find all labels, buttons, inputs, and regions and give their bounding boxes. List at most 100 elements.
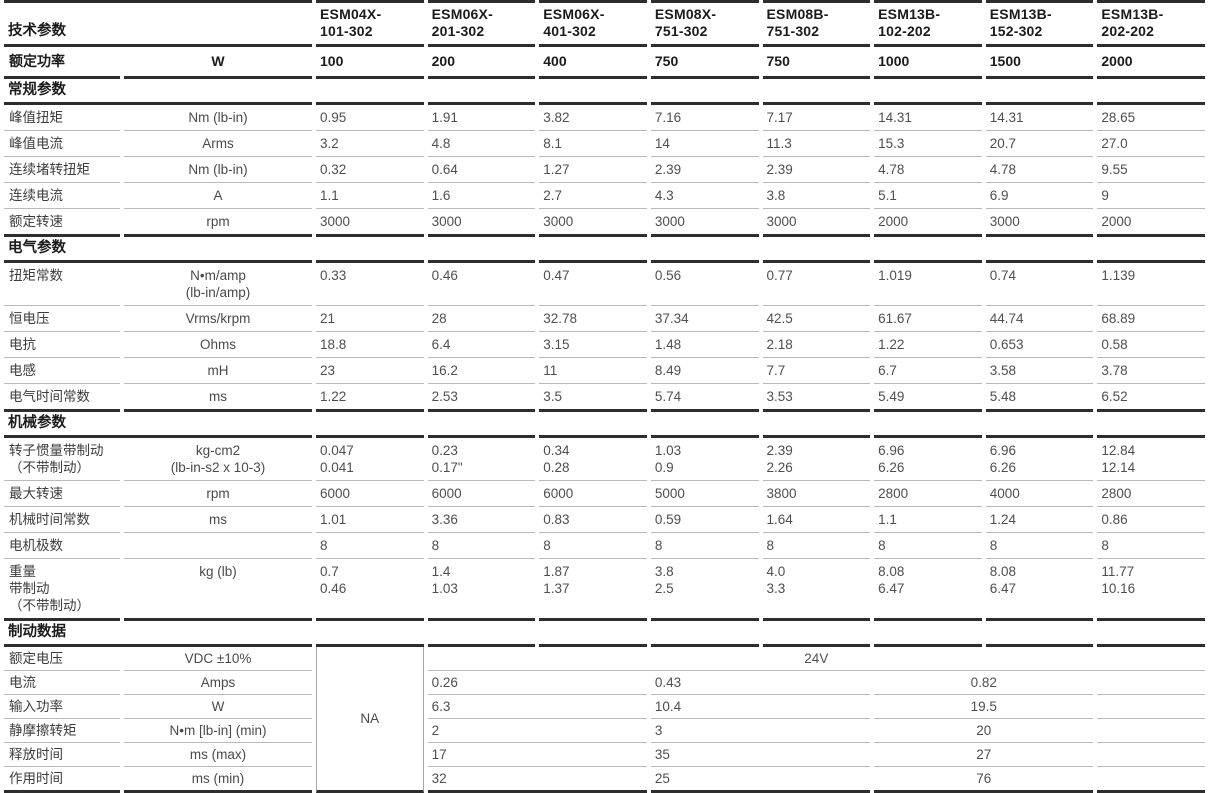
cell-text-line: 0.46 (320, 581, 347, 596)
cell-value: 8 (650, 533, 759, 559)
section-header-spacer (650, 621, 759, 647)
cell-text-line: Vrms/krpm (185, 311, 251, 326)
cell-value: 1.87 1.37 (539, 559, 647, 621)
cell-text-line: ESM04X- (320, 6, 382, 22)
section-header-spacer (762, 412, 871, 438)
brake-cell-value: 0.43 (650, 671, 871, 695)
row-unit: W (124, 47, 312, 79)
cell-value: 1.6 (427, 183, 536, 209)
cell-text-line: 102-202 (878, 23, 931, 39)
cell-text-line: 4.0 (766, 564, 786, 579)
cell-text-line: 0.28 (543, 460, 570, 475)
section-title: 机械参数 (4, 412, 312, 438)
brake-cell-value: 2 (427, 719, 647, 743)
cell-value: 1.64 (762, 507, 871, 533)
cell-value: 11.3 (762, 131, 871, 157)
model-header-row: 技术参数 ESM04X- 101-302 ESM06X- 201-302 ESM06X- 4… (4, 0, 1205, 47)
cell-value: 3.58 (985, 358, 1094, 384)
row-unit: N•m [lb-in] (min) (124, 719, 312, 743)
cell-value: 0.86 (1097, 507, 1205, 533)
cell-value: 3.5 (539, 384, 647, 412)
table-row: 连续电流 A 1.1 1.6 2.7 4.3 3.8 5.1 6.9 9 (4, 183, 1205, 209)
cell-value: 5.49 (874, 384, 982, 412)
row-label: 作用时间 (4, 767, 120, 793)
cell-value: 44.74 (985, 306, 1094, 332)
cell-value: 11.77 10.16 (1097, 559, 1205, 621)
cell-text-line: 6.47 (878, 581, 905, 596)
cell-value: 1.91 (427, 105, 536, 131)
cell-value: 4.78 (985, 157, 1094, 183)
cell-value: 2.39 2.26 (762, 438, 871, 481)
model-header: ESM13B- 152-302 (985, 0, 1094, 47)
row-unit: ms (min) (124, 767, 312, 793)
cell-value: 3000 (316, 209, 424, 237)
row-unit: Vrms/krpm (124, 306, 312, 332)
cell-value: 0.95 (316, 105, 424, 131)
brake-voltage-value: 24V (427, 647, 1205, 671)
cell-text-line: 201-302 (431, 23, 485, 39)
cell-text-line: kg (lb) (199, 564, 237, 579)
cell-text-line: 0.7 (320, 564, 339, 579)
cell-value: 0.74 (985, 263, 1094, 306)
cell-value: 6.52 (1097, 384, 1205, 412)
cell-value: 4.8 (427, 131, 536, 157)
section-header-spacer (650, 79, 759, 105)
row-label: 电感 (4, 358, 120, 384)
cell-value: 9 (1097, 183, 1205, 209)
brake-cell-value: 10.4 (650, 695, 871, 719)
section-header-spacer (874, 621, 982, 647)
cell-value: 21 (316, 306, 424, 332)
table-row: 重量 带制动 （不带制动） kg (lb) 0.7 0.46 1.4 1.03 1.87 1.37… (4, 559, 1205, 621)
cell-value: 4.3 (650, 183, 759, 209)
row-label: 额定电压 (4, 647, 120, 671)
cell-value: 2800 (874, 481, 982, 507)
cell-text-line: 2.5 (654, 581, 674, 596)
section-header-spacer (427, 621, 536, 647)
cell-text-line: Nm (lb-in) (188, 110, 248, 125)
cell-value: 7.17 (762, 105, 871, 131)
cell-text-line: 恒电压 (9, 311, 50, 326)
row-label: 静摩擦转矩 (4, 719, 120, 743)
brake-empty-cell (1097, 719, 1205, 743)
cell-text-line: 0.17" (431, 460, 463, 475)
cell-value: 3.36 (427, 507, 536, 533)
cell-value: 16.2 (427, 358, 536, 384)
cell-value: 0.34 0.28 (539, 438, 647, 481)
cell-value: 400 (539, 47, 647, 79)
section-header-spacer (539, 621, 647, 647)
table-row: 最大转速 rpm 6000 6000 6000 5000 3800 2800 4000 2800 (4, 481, 1205, 507)
section-header-spacer (427, 79, 536, 105)
cell-text-line: ESM08B- (766, 6, 829, 22)
cell-value: 200 (427, 47, 536, 79)
cell-value: 1.4 1.03 (427, 559, 536, 621)
brake-cell-value: 76 (874, 767, 1094, 793)
cell-value: 1.139 (1097, 263, 1205, 306)
cell-text-line: (lb-in/amp) (185, 285, 251, 300)
row-unit: kg-cm2 (lb-in-s2 x 10-3) (124, 438, 312, 481)
cell-value: 8.49 (650, 358, 759, 384)
cell-text-line: Arms (202, 136, 234, 151)
cell-value: 1.03 0.9 (650, 438, 759, 481)
cell-text-line: 重量 (9, 564, 36, 579)
cell-text-line: 6.96 (878, 443, 905, 458)
cell-text-line: mH (207, 363, 229, 378)
cell-value: 0.33 (316, 263, 424, 306)
cell-text-line: ESM06X- (431, 6, 493, 22)
cell-value: 2000 (1097, 209, 1205, 237)
cell-value: 0.46 (427, 263, 536, 306)
cell-value: 14.31 (985, 105, 1094, 131)
cell-value: 8 (1097, 533, 1205, 559)
cell-value: 1.019 (874, 263, 982, 306)
cell-text-line: 3.3 (766, 581, 786, 596)
cell-value: 1.01 (316, 507, 424, 533)
cell-value: 23 (316, 358, 424, 384)
row-label: 输入功率 (4, 695, 120, 719)
row-unit: kg (lb) (124, 559, 312, 621)
row-unit: Arms (124, 131, 312, 157)
brake-data-row: 作用时间 ms (min) 32 25 76 (4, 767, 1205, 793)
row-unit: ms (124, 384, 312, 412)
cell-text-line: 2.26 (766, 460, 793, 475)
section-header-spacer (762, 79, 871, 105)
model-header: ESM04X- 101-302 (316, 0, 424, 47)
cell-value: 1.22 (316, 384, 424, 412)
